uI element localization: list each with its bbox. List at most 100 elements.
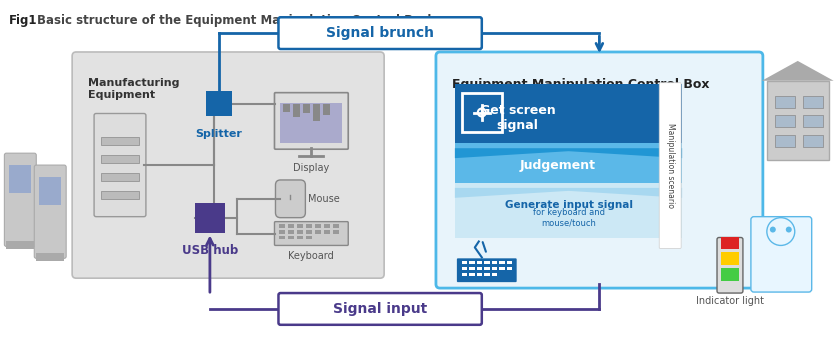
- FancyBboxPatch shape: [279, 17, 482, 49]
- Text: Judgement: Judgement: [519, 159, 596, 172]
- Bar: [101, 155, 139, 163]
- Bar: [307, 224, 312, 228]
- Bar: [297, 230, 303, 233]
- Bar: [9, 165, 31, 193]
- Bar: [297, 236, 303, 239]
- Bar: [470, 267, 475, 270]
- Bar: [485, 261, 490, 264]
- Circle shape: [767, 218, 795, 245]
- Bar: [803, 135, 822, 147]
- Bar: [303, 104, 310, 113]
- Bar: [774, 135, 795, 147]
- FancyBboxPatch shape: [767, 81, 828, 160]
- Bar: [297, 224, 303, 228]
- Polygon shape: [455, 183, 682, 238]
- Text: Manufacturing
Equipment: Manufacturing Equipment: [88, 78, 180, 100]
- Bar: [315, 230, 322, 233]
- Bar: [7, 241, 34, 250]
- Bar: [774, 96, 795, 107]
- FancyBboxPatch shape: [72, 52, 384, 278]
- Bar: [485, 273, 490, 276]
- Bar: [491, 267, 497, 270]
- Bar: [803, 96, 822, 107]
- Bar: [39, 177, 61, 205]
- Bar: [195, 203, 225, 232]
- FancyBboxPatch shape: [275, 222, 349, 245]
- Bar: [206, 91, 232, 117]
- Bar: [324, 230, 330, 233]
- Text: Get screen
signal: Get screen signal: [480, 104, 555, 132]
- Bar: [477, 261, 482, 264]
- Bar: [288, 236, 294, 239]
- Bar: [293, 104, 301, 118]
- Text: Display: Display: [293, 163, 329, 173]
- Text: for keyboard and
mouse/touch: for keyboard and mouse/touch: [533, 208, 605, 228]
- Bar: [313, 104, 320, 121]
- Bar: [485, 267, 490, 270]
- Bar: [283, 104, 291, 112]
- Bar: [315, 224, 322, 228]
- Bar: [280, 224, 286, 228]
- Bar: [721, 268, 739, 281]
- FancyBboxPatch shape: [275, 93, 349, 149]
- FancyBboxPatch shape: [659, 83, 681, 248]
- Bar: [477, 273, 482, 276]
- Polygon shape: [762, 61, 833, 81]
- FancyBboxPatch shape: [717, 238, 743, 293]
- Bar: [101, 191, 139, 199]
- Bar: [280, 236, 286, 239]
- Bar: [324, 224, 330, 228]
- Bar: [280, 230, 286, 233]
- Bar: [288, 230, 294, 233]
- Bar: [462, 267, 467, 270]
- Text: Signal input: Signal input: [333, 302, 428, 316]
- Circle shape: [769, 226, 776, 232]
- Bar: [333, 224, 339, 228]
- Text: Basic structure of the Equipment Manipulation Control Package: Basic structure of the Equipment Manipul…: [37, 14, 459, 27]
- Text: Splitter: Splitter: [196, 130, 243, 139]
- FancyBboxPatch shape: [436, 52, 763, 288]
- Bar: [462, 261, 467, 264]
- Text: Fig1: Fig1: [9, 14, 38, 27]
- FancyBboxPatch shape: [94, 113, 146, 217]
- Bar: [333, 230, 339, 233]
- Text: Equipment Manipulation Control Box: Equipment Manipulation Control Box: [452, 78, 710, 91]
- FancyBboxPatch shape: [34, 165, 66, 258]
- Bar: [774, 116, 795, 127]
- Bar: [101, 173, 139, 181]
- Text: Generate input signal: Generate input signal: [505, 200, 633, 210]
- Bar: [491, 261, 497, 264]
- Text: Keyboard: Keyboard: [288, 251, 334, 261]
- Bar: [288, 224, 294, 228]
- Bar: [499, 267, 505, 270]
- Text: USB hub: USB hub: [181, 244, 238, 257]
- Bar: [323, 104, 330, 116]
- FancyBboxPatch shape: [4, 153, 36, 246]
- FancyBboxPatch shape: [751, 217, 811, 292]
- Text: Indicator light: Indicator light: [696, 296, 764, 306]
- Bar: [470, 273, 475, 276]
- Bar: [470, 261, 475, 264]
- Circle shape: [785, 226, 792, 232]
- Bar: [101, 137, 139, 145]
- Bar: [307, 230, 312, 233]
- Polygon shape: [455, 143, 682, 188]
- Polygon shape: [455, 148, 682, 158]
- Bar: [281, 103, 342, 143]
- Bar: [721, 252, 739, 265]
- FancyBboxPatch shape: [276, 180, 306, 218]
- Polygon shape: [455, 84, 682, 148]
- FancyBboxPatch shape: [279, 293, 482, 325]
- Bar: [491, 273, 497, 276]
- Bar: [803, 116, 822, 127]
- Text: Manipulation scenario: Manipulation scenario: [665, 123, 675, 208]
- Bar: [477, 267, 482, 270]
- Bar: [462, 273, 467, 276]
- Bar: [721, 237, 739, 250]
- Text: Mouse: Mouse: [308, 194, 340, 204]
- Polygon shape: [455, 188, 682, 198]
- Bar: [507, 261, 512, 264]
- Bar: [307, 236, 312, 239]
- Text: Signal brunch: Signal brunch: [326, 26, 434, 40]
- Bar: [507, 267, 512, 270]
